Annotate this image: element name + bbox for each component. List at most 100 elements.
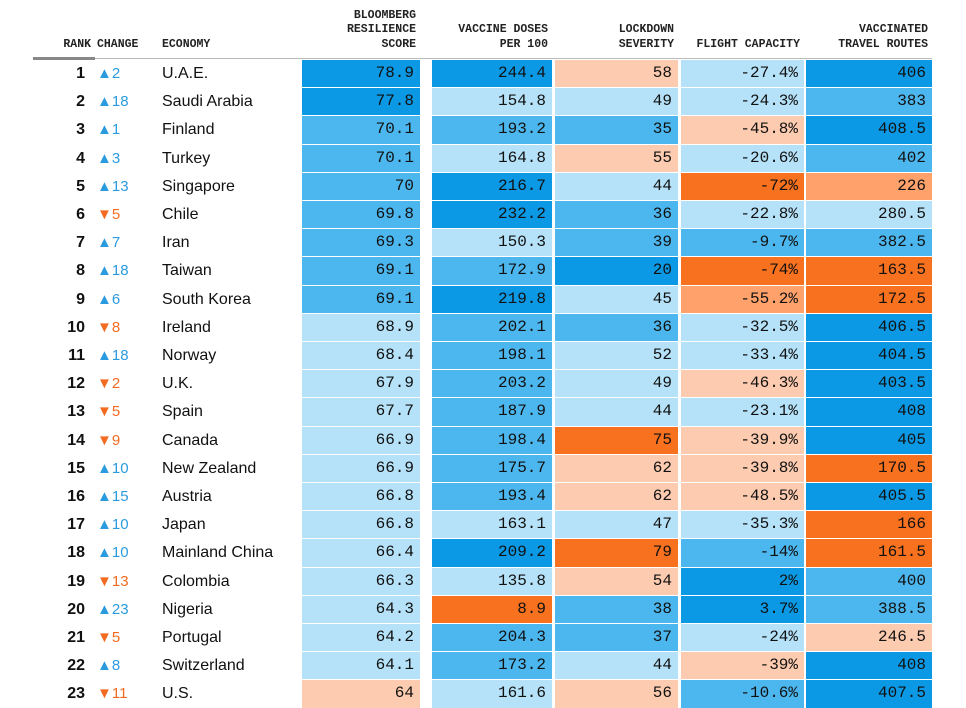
economy: Spain xyxy=(162,403,203,421)
value-cell: 383 xyxy=(806,88,932,116)
header-cell: CHANGE xyxy=(97,37,139,51)
change: ▲3 xyxy=(97,149,121,167)
economy: Taiwan xyxy=(162,262,212,280)
header-cell: BLOOMBERG xyxy=(353,8,416,22)
value-cell: 66.9 xyxy=(302,454,420,482)
economy: Ireland xyxy=(162,318,211,336)
value-cell: 77.8 xyxy=(302,88,420,116)
value-cell: 66.8 xyxy=(302,511,420,539)
value-cell: 75 xyxy=(555,426,678,454)
value-cell: 402 xyxy=(806,144,932,172)
value-cell: 400 xyxy=(806,567,932,595)
change: ▲6 xyxy=(97,290,121,308)
header-cell: SEVERITY xyxy=(618,37,674,51)
change: ▼5 xyxy=(97,403,121,421)
value-cell: 198.1 xyxy=(432,342,552,370)
change: ▼11 xyxy=(97,685,128,703)
header-rule xyxy=(95,58,932,59)
value-cell: 69.1 xyxy=(302,257,420,285)
rank: 21 xyxy=(67,629,85,646)
value-cell: 78.9 xyxy=(302,60,420,88)
value-cell: -72% xyxy=(681,172,804,200)
rank: 23 xyxy=(67,685,85,703)
value-cell: -74% xyxy=(681,257,804,285)
header-cell: RESILIENCE xyxy=(346,23,416,36)
economy: Portugal xyxy=(162,629,222,646)
value-cell: -24% xyxy=(681,624,804,652)
value-cell: 68.9 xyxy=(302,313,420,341)
value-cell: 67.7 xyxy=(302,398,420,426)
value-cell: 173.2 xyxy=(432,652,552,680)
value-cell: 49 xyxy=(555,370,678,398)
value-cell: -45.8% xyxy=(681,116,804,144)
rank: 17 xyxy=(67,516,85,534)
rank: 13 xyxy=(67,403,85,421)
value-cell: 69.3 xyxy=(302,229,420,257)
value-cell: 44 xyxy=(555,652,678,680)
value-cell: 407.5 xyxy=(806,680,932,708)
header-cell: LOCKDOWN xyxy=(618,23,674,36)
value-cell: 232.2 xyxy=(432,201,552,229)
value-cell: 62 xyxy=(555,483,678,511)
rank: 10 xyxy=(67,318,85,336)
value-cell: 70 xyxy=(302,172,420,200)
value-cell: 203.2 xyxy=(432,370,552,398)
value-cell: -39.9% xyxy=(681,426,804,454)
economy: Japan xyxy=(162,516,206,534)
value-cell: 70.1 xyxy=(302,144,420,172)
header-cell: VACCINE DOSES xyxy=(458,23,548,36)
value-cell: -24.3% xyxy=(681,88,804,116)
value-cell: 67.9 xyxy=(302,370,420,398)
value-cell: -23.1% xyxy=(681,398,804,426)
economy: Switzerland xyxy=(162,657,245,675)
value-cell: 170.5 xyxy=(806,454,932,482)
economy: U.A.E. xyxy=(162,65,209,82)
rank: 5 xyxy=(76,177,85,195)
value-cell: 68.4 xyxy=(302,342,420,370)
header-rule xyxy=(33,57,95,60)
value-cell: 69.1 xyxy=(302,285,420,313)
value-cell: -27.4% xyxy=(681,60,804,88)
change: ▲18 xyxy=(97,347,129,364)
value-cell: 2% xyxy=(681,567,804,595)
value-cell: 55 xyxy=(555,144,678,172)
value-cell: 175.7 xyxy=(432,454,552,482)
change: ▼2 xyxy=(97,375,121,393)
value-cell: 69.8 xyxy=(302,201,420,229)
value-cell: 154.8 xyxy=(432,88,552,116)
value-cell: 35 xyxy=(555,116,678,144)
value-cell: 404.5 xyxy=(806,342,932,370)
value-cell: 64.1 xyxy=(302,652,420,680)
change: ▲15 xyxy=(97,488,129,505)
value-cell: 172.5 xyxy=(806,285,932,313)
value-cell: 70.1 xyxy=(302,116,420,144)
value-cell: 64.2 xyxy=(302,624,420,652)
change: ▼5 xyxy=(97,629,121,646)
value-cell: 405 xyxy=(806,426,932,454)
economy: Singapore xyxy=(162,177,235,195)
value-cell: 36 xyxy=(555,313,678,341)
header-cell: ECONOMY xyxy=(162,37,211,51)
economy: Nigeria xyxy=(162,600,213,618)
value-cell: 135.8 xyxy=(432,567,552,595)
rank: 3 xyxy=(76,121,85,139)
rank: 12 xyxy=(67,375,85,393)
change: ▼13 xyxy=(97,572,129,590)
change: ▲10 xyxy=(97,544,129,562)
value-cell: 408 xyxy=(806,398,932,426)
value-cell: 187.9 xyxy=(432,398,552,426)
value-cell: 58 xyxy=(555,60,678,88)
value-cell: 164.8 xyxy=(432,144,552,172)
economy: New Zealand xyxy=(162,459,257,477)
value-cell: 56 xyxy=(555,680,678,708)
economy: South Korea xyxy=(162,290,251,308)
value-cell: -22.8% xyxy=(681,201,804,229)
economy: Turkey xyxy=(162,149,211,167)
value-cell: 382.5 xyxy=(806,229,932,257)
value-cell: 38 xyxy=(555,595,678,623)
rank: 6 xyxy=(76,206,85,223)
value-cell: 405.5 xyxy=(806,483,932,511)
rank: 19 xyxy=(67,572,85,590)
rank: 15 xyxy=(67,459,85,477)
